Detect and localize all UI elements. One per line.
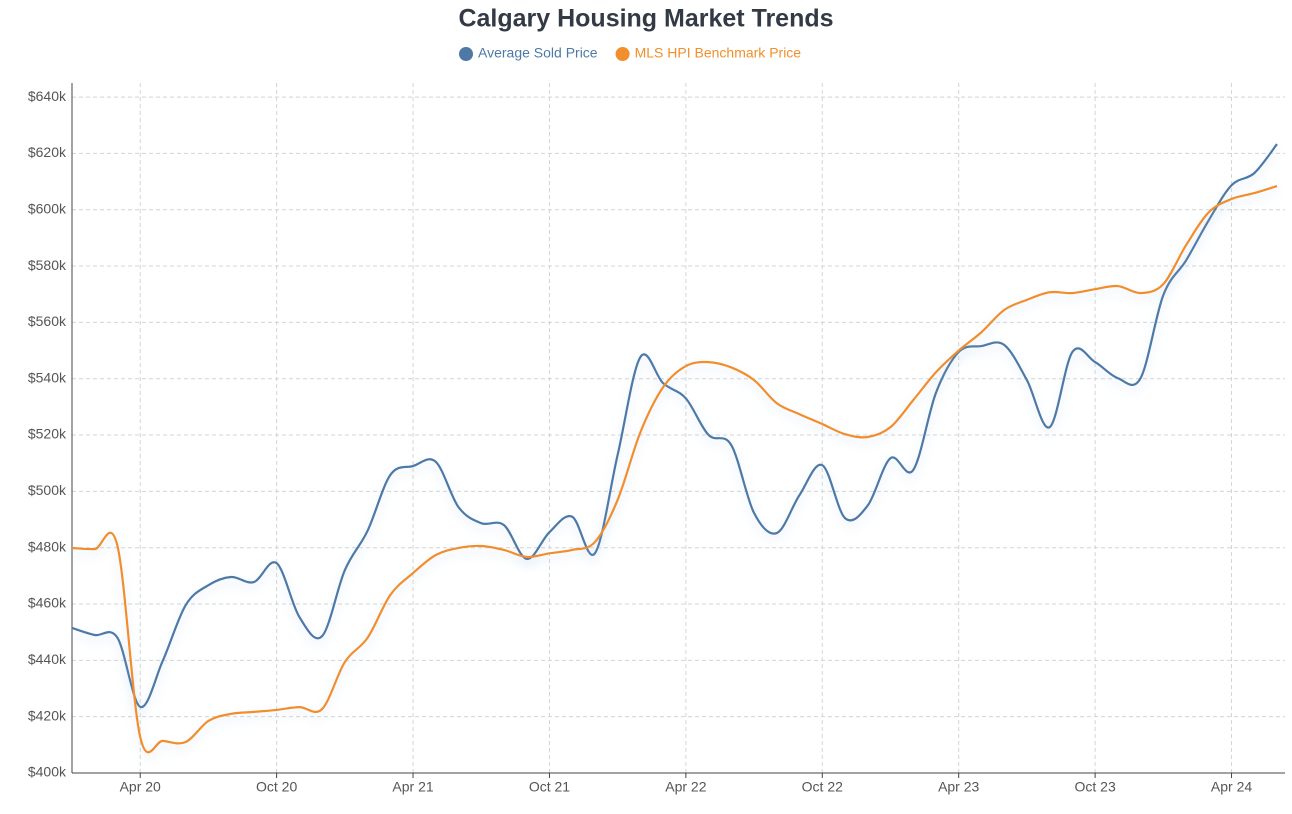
y-tick-label: $580k — [28, 257, 67, 273]
y-tick-label: $600k — [28, 200, 67, 216]
x-tick-label: Apr 24 — [1211, 779, 1252, 795]
x-tick-label: Oct 23 — [1074, 779, 1115, 795]
x-tick-label: Apr 20 — [120, 779, 161, 795]
legend-marker — [459, 47, 473, 61]
y-tick-label: $480k — [28, 538, 67, 554]
y-tick-label: $440k — [28, 651, 67, 667]
x-tick-label: Oct 20 — [256, 779, 297, 795]
y-tick-label: $400k — [28, 764, 67, 780]
legend-label: MLS HPI Benchmark Price — [635, 45, 802, 61]
legend: Average Sold Price MLS HPI Benchmark Pric… — [459, 45, 801, 61]
legend-label: Average Sold Price — [478, 45, 598, 61]
x-tick-label: Oct 21 — [529, 779, 570, 795]
y-tick-label: $460k — [28, 595, 67, 611]
x-tick-label: Apr 23 — [938, 779, 979, 795]
series-line — [71, 143, 1278, 708]
y-tick-label: $640k — [28, 88, 67, 104]
y-tick-label: $560k — [28, 313, 67, 329]
legend-marker — [615, 47, 630, 61]
x-tick-label: Apr 21 — [392, 779, 433, 795]
series-line — [71, 185, 1278, 754]
x-tick-label: Oct 22 — [802, 779, 843, 795]
y-tick-label: $520k — [28, 426, 67, 442]
y-tick-label: $420k — [28, 707, 67, 723]
x-tick-label: Apr 22 — [665, 779, 706, 795]
y-tick-label: $620k — [28, 144, 67, 160]
chart-title: Calgary Housing Market Trends — [458, 5, 833, 33]
y-tick-label: $540k — [28, 369, 67, 385]
y-tick-label: $500k — [28, 482, 67, 498]
